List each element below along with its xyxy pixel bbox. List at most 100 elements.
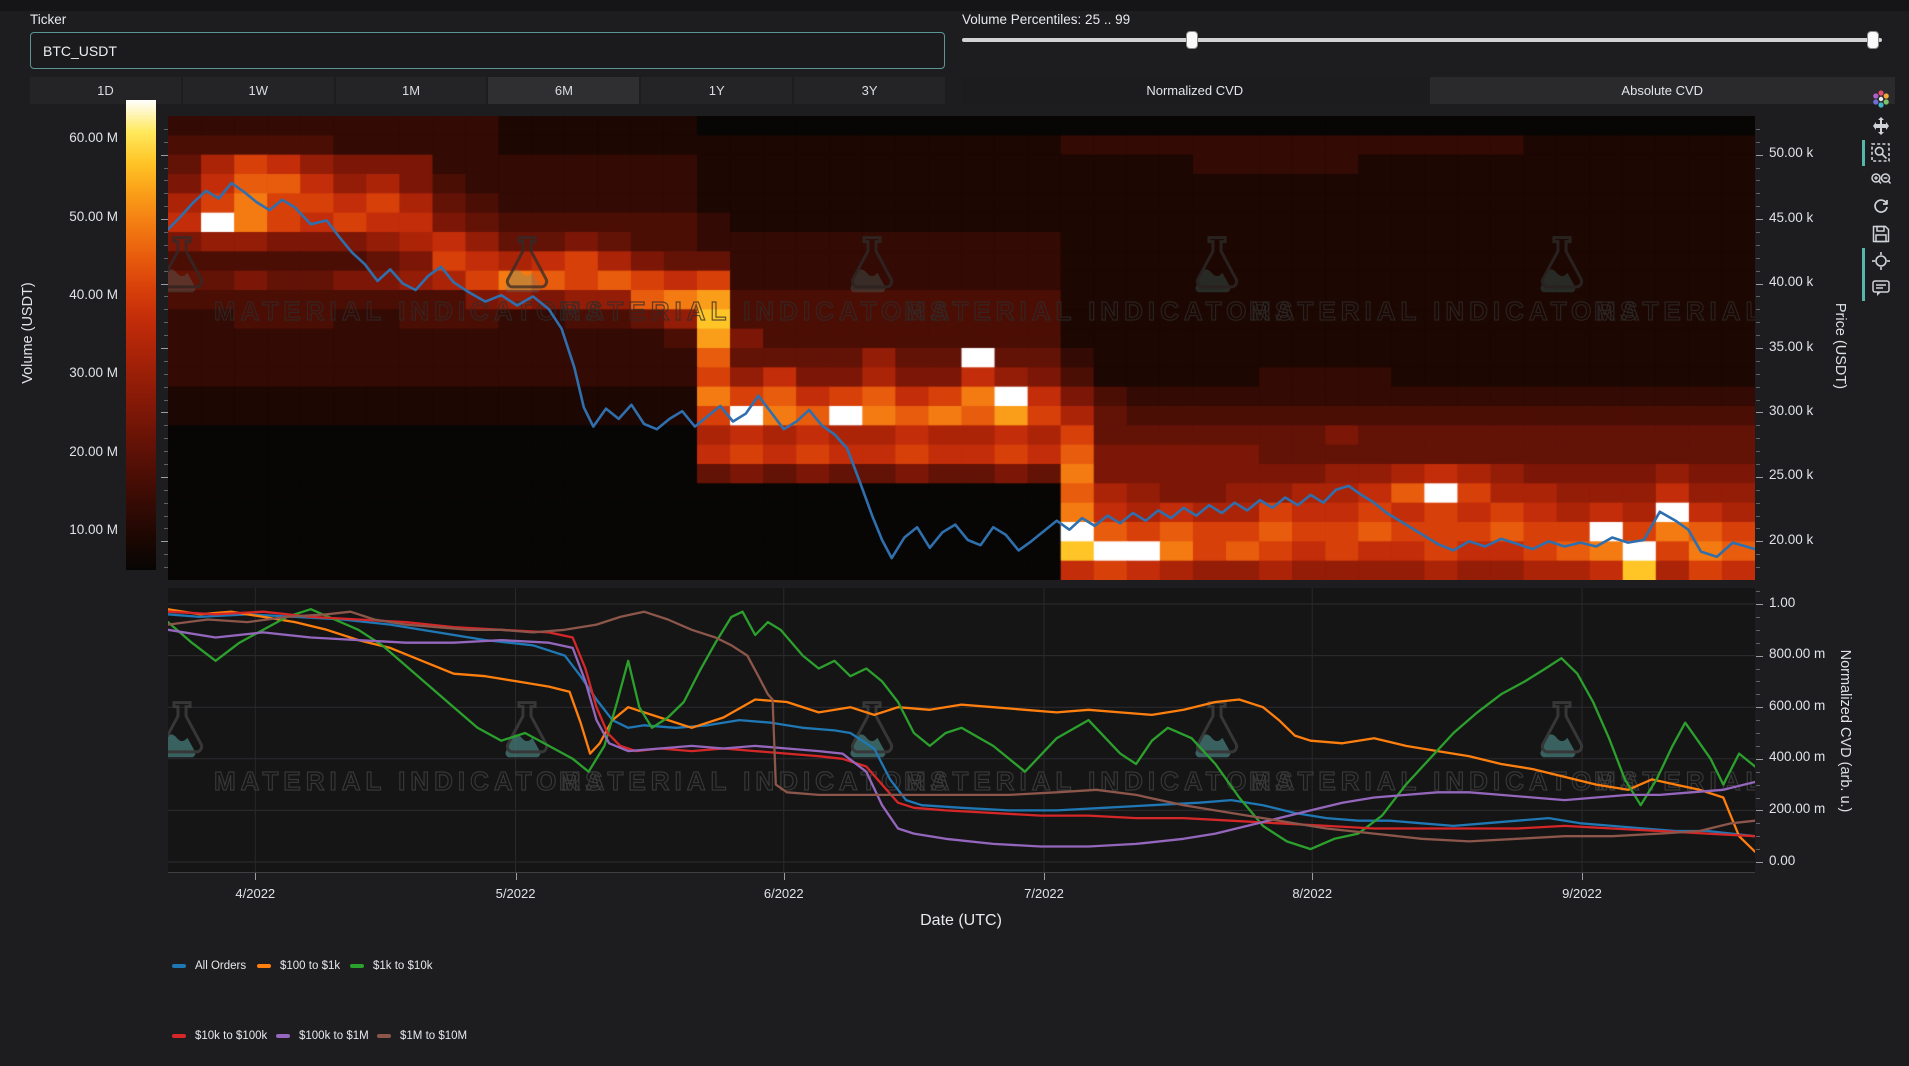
cvd-axis-minor-tick (1756, 862, 1763, 863)
material-indicators-watermark (168, 236, 204, 293)
slider-rail[interactable] (962, 38, 1882, 42)
legend-label: $1M to $10M (400, 1030, 468, 1042)
legend-item-10k-to-100k[interactable]: $10k to $100k (172, 1028, 267, 1044)
cvd-axis-minor-tick (1756, 836, 1760, 838)
price-axis-tick-label: 25.00 k (1769, 467, 1814, 483)
price-axis-minor-tick-left (164, 180, 168, 182)
box-zoom-icon[interactable] (1868, 140, 1894, 166)
cvd-axis-tick-label: 200.00 m (1769, 800, 1826, 816)
slider-handle-low[interactable] (1186, 31, 1198, 49)
price-axis-minor-tick-left (164, 244, 168, 246)
price-axis-minor-tick-left (164, 141, 168, 143)
price-axis-minor-tick (1756, 257, 1760, 259)
ticker-input[interactable] (30, 32, 945, 69)
range-button-6m[interactable]: 6M (488, 77, 640, 104)
price-axis-minor-tick (1756, 322, 1760, 324)
cvd-axis-tick-label: 600.00 m (1769, 697, 1826, 713)
range-button-1y[interactable]: 1Y (641, 77, 793, 104)
material-indicators-watermark (1540, 236, 1584, 293)
material-indicators-watermark (1195, 236, 1239, 293)
modebar-active-bar-zoom (1862, 140, 1865, 166)
cvd-axis-tick-label: 400.00 m (1769, 749, 1826, 765)
volume-heatmap-canvas[interactable] (168, 116, 1755, 580)
cvd-axis-tick-label: 0.00 (1769, 852, 1796, 868)
price-axis-minor-tick (1756, 399, 1760, 401)
price-axis-minor-tick (1756, 128, 1760, 130)
price-line (168, 181, 1755, 560)
tab-normalized-cvd[interactable]: Normalized CVD (962, 77, 1428, 104)
price-axis-minor-tick (1756, 464, 1760, 465)
price-axis-tick-label: 35.00 k (1769, 338, 1814, 354)
price-axis-minor-tick (1756, 193, 1760, 195)
hover-mode-icon[interactable] (1868, 275, 1894, 301)
zoom-in-out-icon[interactable] (1868, 167, 1894, 193)
price-axis-minor-tick (1756, 476, 1763, 478)
price-axis-minor-tick (1756, 167, 1760, 169)
cvd-axis-minor-tick (1756, 707, 1763, 709)
toggle-spikelines-icon[interactable] (1868, 248, 1894, 274)
price-axis-minor-tick (1756, 451, 1760, 453)
price-axis-minor-tick-left (164, 464, 168, 465)
x-axis-tick (1582, 873, 1584, 880)
price-axis-minor-tick-left (164, 360, 168, 362)
tab-absolute-cvd[interactable]: Absolute CVD (1429, 77, 1895, 104)
volume-percentiles-label: Volume Percentiles: 25 .. 99 (962, 12, 1131, 27)
cvd-axis-minor-tick (1756, 591, 1760, 593)
price-axis-minor-tick (1756, 206, 1760, 208)
save-snapshot-icon[interactable] (1868, 221, 1894, 247)
volume-percentiles-slider[interactable] (962, 28, 1882, 52)
legend-item-all-orders[interactable]: All Orders (172, 958, 246, 974)
price-axis-minor-tick-left (164, 554, 168, 556)
material-indicators-watermark (505, 236, 549, 293)
plotly-logo[interactable] (1868, 86, 1894, 112)
price-axis-minor-tick-left (161, 348, 168, 349)
price-axis-minor-tick-left (164, 528, 168, 530)
price-axis-minor-tick (1756, 180, 1760, 182)
price-axis-minor-tick (1756, 386, 1760, 388)
cvd-series-1k-to-10k (168, 608, 1755, 851)
price-axis-minor-tick (1756, 567, 1760, 569)
material-indicators-watermark (850, 236, 894, 293)
price-axis-minor-tick (1756, 373, 1760, 375)
price-axis-minor-tick (1756, 283, 1763, 285)
slider-handle-high[interactable] (1866, 31, 1879, 49)
legend-label: $10k to $100k (195, 1030, 268, 1042)
cvd-axis-minor-tick (1756, 733, 1760, 734)
range-buttons: 1D 1W 1M 6M 1Y 3Y (30, 77, 945, 104)
price-axis-minor-tick-left (164, 309, 168, 311)
cvd-axis-minor-tick (1756, 745, 1760, 747)
range-button-1w[interactable]: 1W (182, 77, 334, 104)
price-axis-minor-tick-left (161, 219, 168, 221)
price-axis-minor-tick (1756, 335, 1760, 337)
cvd-series-100-to-1k (168, 608, 1755, 853)
watermark-text: MATERIAL INDICATORS (559, 766, 953, 796)
price-axis-minor-tick (1756, 348, 1763, 349)
material-indicators-watermark (505, 701, 549, 758)
cvd-axis-minor-tick (1756, 694, 1760, 696)
price-axis-minor-tick (1756, 141, 1760, 143)
legend-color-dash (172, 1034, 186, 1038)
pan-icon[interactable] (1868, 113, 1894, 139)
range-button-3y[interactable]: 3Y (794, 77, 945, 104)
legend-item-100-to-1k[interactable]: $100 to $1k (257, 958, 340, 974)
range-button-1d[interactable]: 1D (30, 77, 181, 104)
legend-item-100k-to-1m[interactable]: $100k to $1M (276, 1028, 369, 1044)
legend-item-1m-to-10m[interactable]: $1M to $10M (377, 1028, 467, 1044)
price-axis-minor-tick-left (164, 502, 168, 504)
x-axis-tick-label: 4/2022 (235, 886, 276, 901)
cvd-axis-minor-tick (1756, 823, 1760, 825)
cvd-axis-minor-tick (1756, 668, 1760, 670)
reset-axes-icon[interactable] (1868, 194, 1894, 220)
range-button-1m[interactable]: 1M (335, 77, 487, 104)
cvd-axis-minor-tick (1756, 720, 1760, 722)
legend-label: $100 to $1k (280, 960, 341, 972)
legend-label: All Orders (195, 960, 247, 972)
legend-item-1k-to-10k[interactable]: $1k to $10k (350, 958, 432, 974)
price-axis-minor-tick-left (164, 451, 168, 453)
price-axis-tick-label: 50.00 k (1769, 145, 1814, 161)
colorbar-tick-label: 30.00 M (69, 365, 118, 381)
cvd-series-all-orders (168, 613, 1755, 838)
